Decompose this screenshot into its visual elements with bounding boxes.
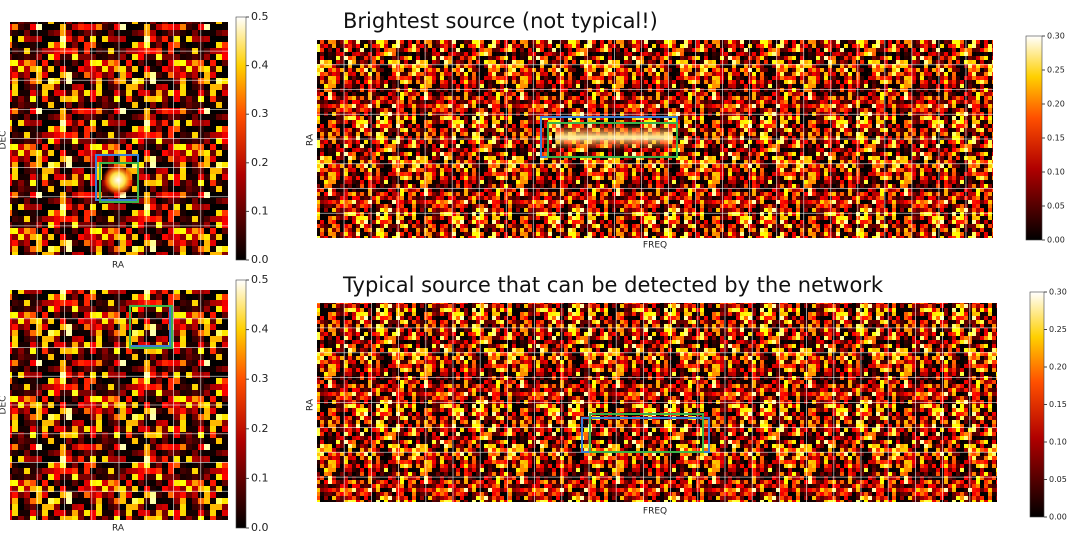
y-axis-label: RA xyxy=(306,398,316,411)
colorbar-tick-label: 0.20 xyxy=(1047,100,1065,109)
panel-title: Brightest source (not typical!) xyxy=(343,9,658,33)
colorbar xyxy=(1030,292,1044,517)
colorbar-tick-label: 0.4 xyxy=(251,323,269,336)
colorbar-tick-label: 0.2 xyxy=(251,156,269,169)
y-axis-label: DEC xyxy=(0,131,9,150)
colorbar xyxy=(236,280,246,528)
colorbar-tick-label: 0.3 xyxy=(251,107,269,120)
colorbar-tick-label: 0.25 xyxy=(1049,325,1067,334)
source-blob xyxy=(102,164,134,196)
colorbar-tick-label: 0.05 xyxy=(1047,202,1065,211)
panel-title: Typical source that can be detected by t… xyxy=(342,273,884,297)
x-axis-label: FREQ xyxy=(643,507,667,517)
colorbar-tick-label: 0.10 xyxy=(1049,438,1067,447)
colorbar-tick-label: 0.30 xyxy=(1047,32,1065,41)
colorbar-tick-label: 0.5 xyxy=(251,10,269,23)
colorbar-tick-label: 0.20 xyxy=(1049,363,1067,372)
colorbar-tick-label: 0.0 xyxy=(251,521,269,533)
colorbar-tick-label: 0.00 xyxy=(1047,236,1065,245)
source-streak xyxy=(555,124,673,150)
y-axis-label: DEC xyxy=(0,396,9,415)
x-axis-label: RA xyxy=(112,261,125,271)
colorbar xyxy=(236,17,246,260)
colorbar-tick-label: 0.5 xyxy=(251,273,269,286)
colorbar-tick-label: 0.3 xyxy=(251,372,269,385)
colorbar-tick-label: 0.10 xyxy=(1047,168,1065,177)
colorbar-tick-label: 0.15 xyxy=(1049,400,1067,409)
colorbar-tick-label: 0.15 xyxy=(1047,134,1065,143)
colorbar-tick-label: 0.1 xyxy=(251,204,269,217)
colorbar-tick-label: 0.4 xyxy=(251,59,269,72)
x-axis-label: FREQ xyxy=(643,241,667,251)
figure: RA DEC 0.0 0.1 0.2 0.3 0.4 0.5 RA DEC 0.0 0.1 0.2 0.3… xyxy=(0,0,1067,533)
x-axis-label: RA xyxy=(112,524,125,533)
colorbar-tick-label: 0.30 xyxy=(1049,288,1067,297)
colorbar-tick-label: 0.1 xyxy=(251,471,269,484)
colorbar xyxy=(1026,36,1042,240)
colorbar-tick-label: 0.25 xyxy=(1047,66,1065,75)
y-axis-label: RA xyxy=(306,133,316,146)
colorbar-tick-label: 0.0 xyxy=(251,253,269,266)
colorbar-tick-label: 0.05 xyxy=(1049,475,1067,484)
colorbar-tick-label: 0.2 xyxy=(251,422,269,435)
colorbar-tick-label: 0.00 xyxy=(1049,513,1067,522)
